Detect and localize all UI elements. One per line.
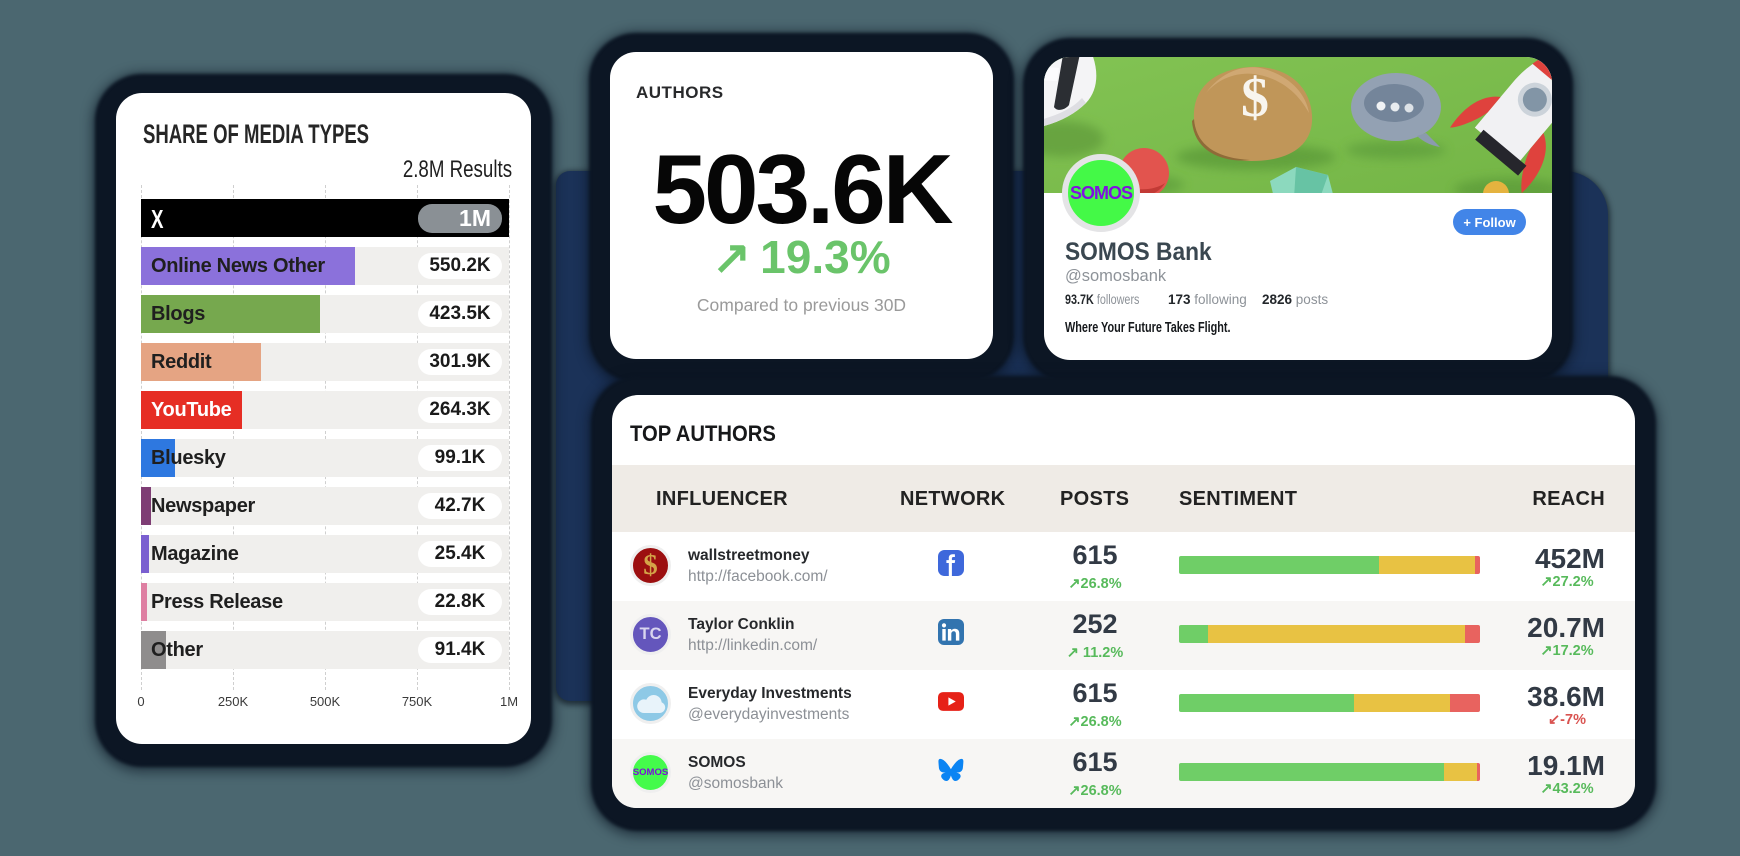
svg-text:$: $: [1241, 67, 1269, 129]
